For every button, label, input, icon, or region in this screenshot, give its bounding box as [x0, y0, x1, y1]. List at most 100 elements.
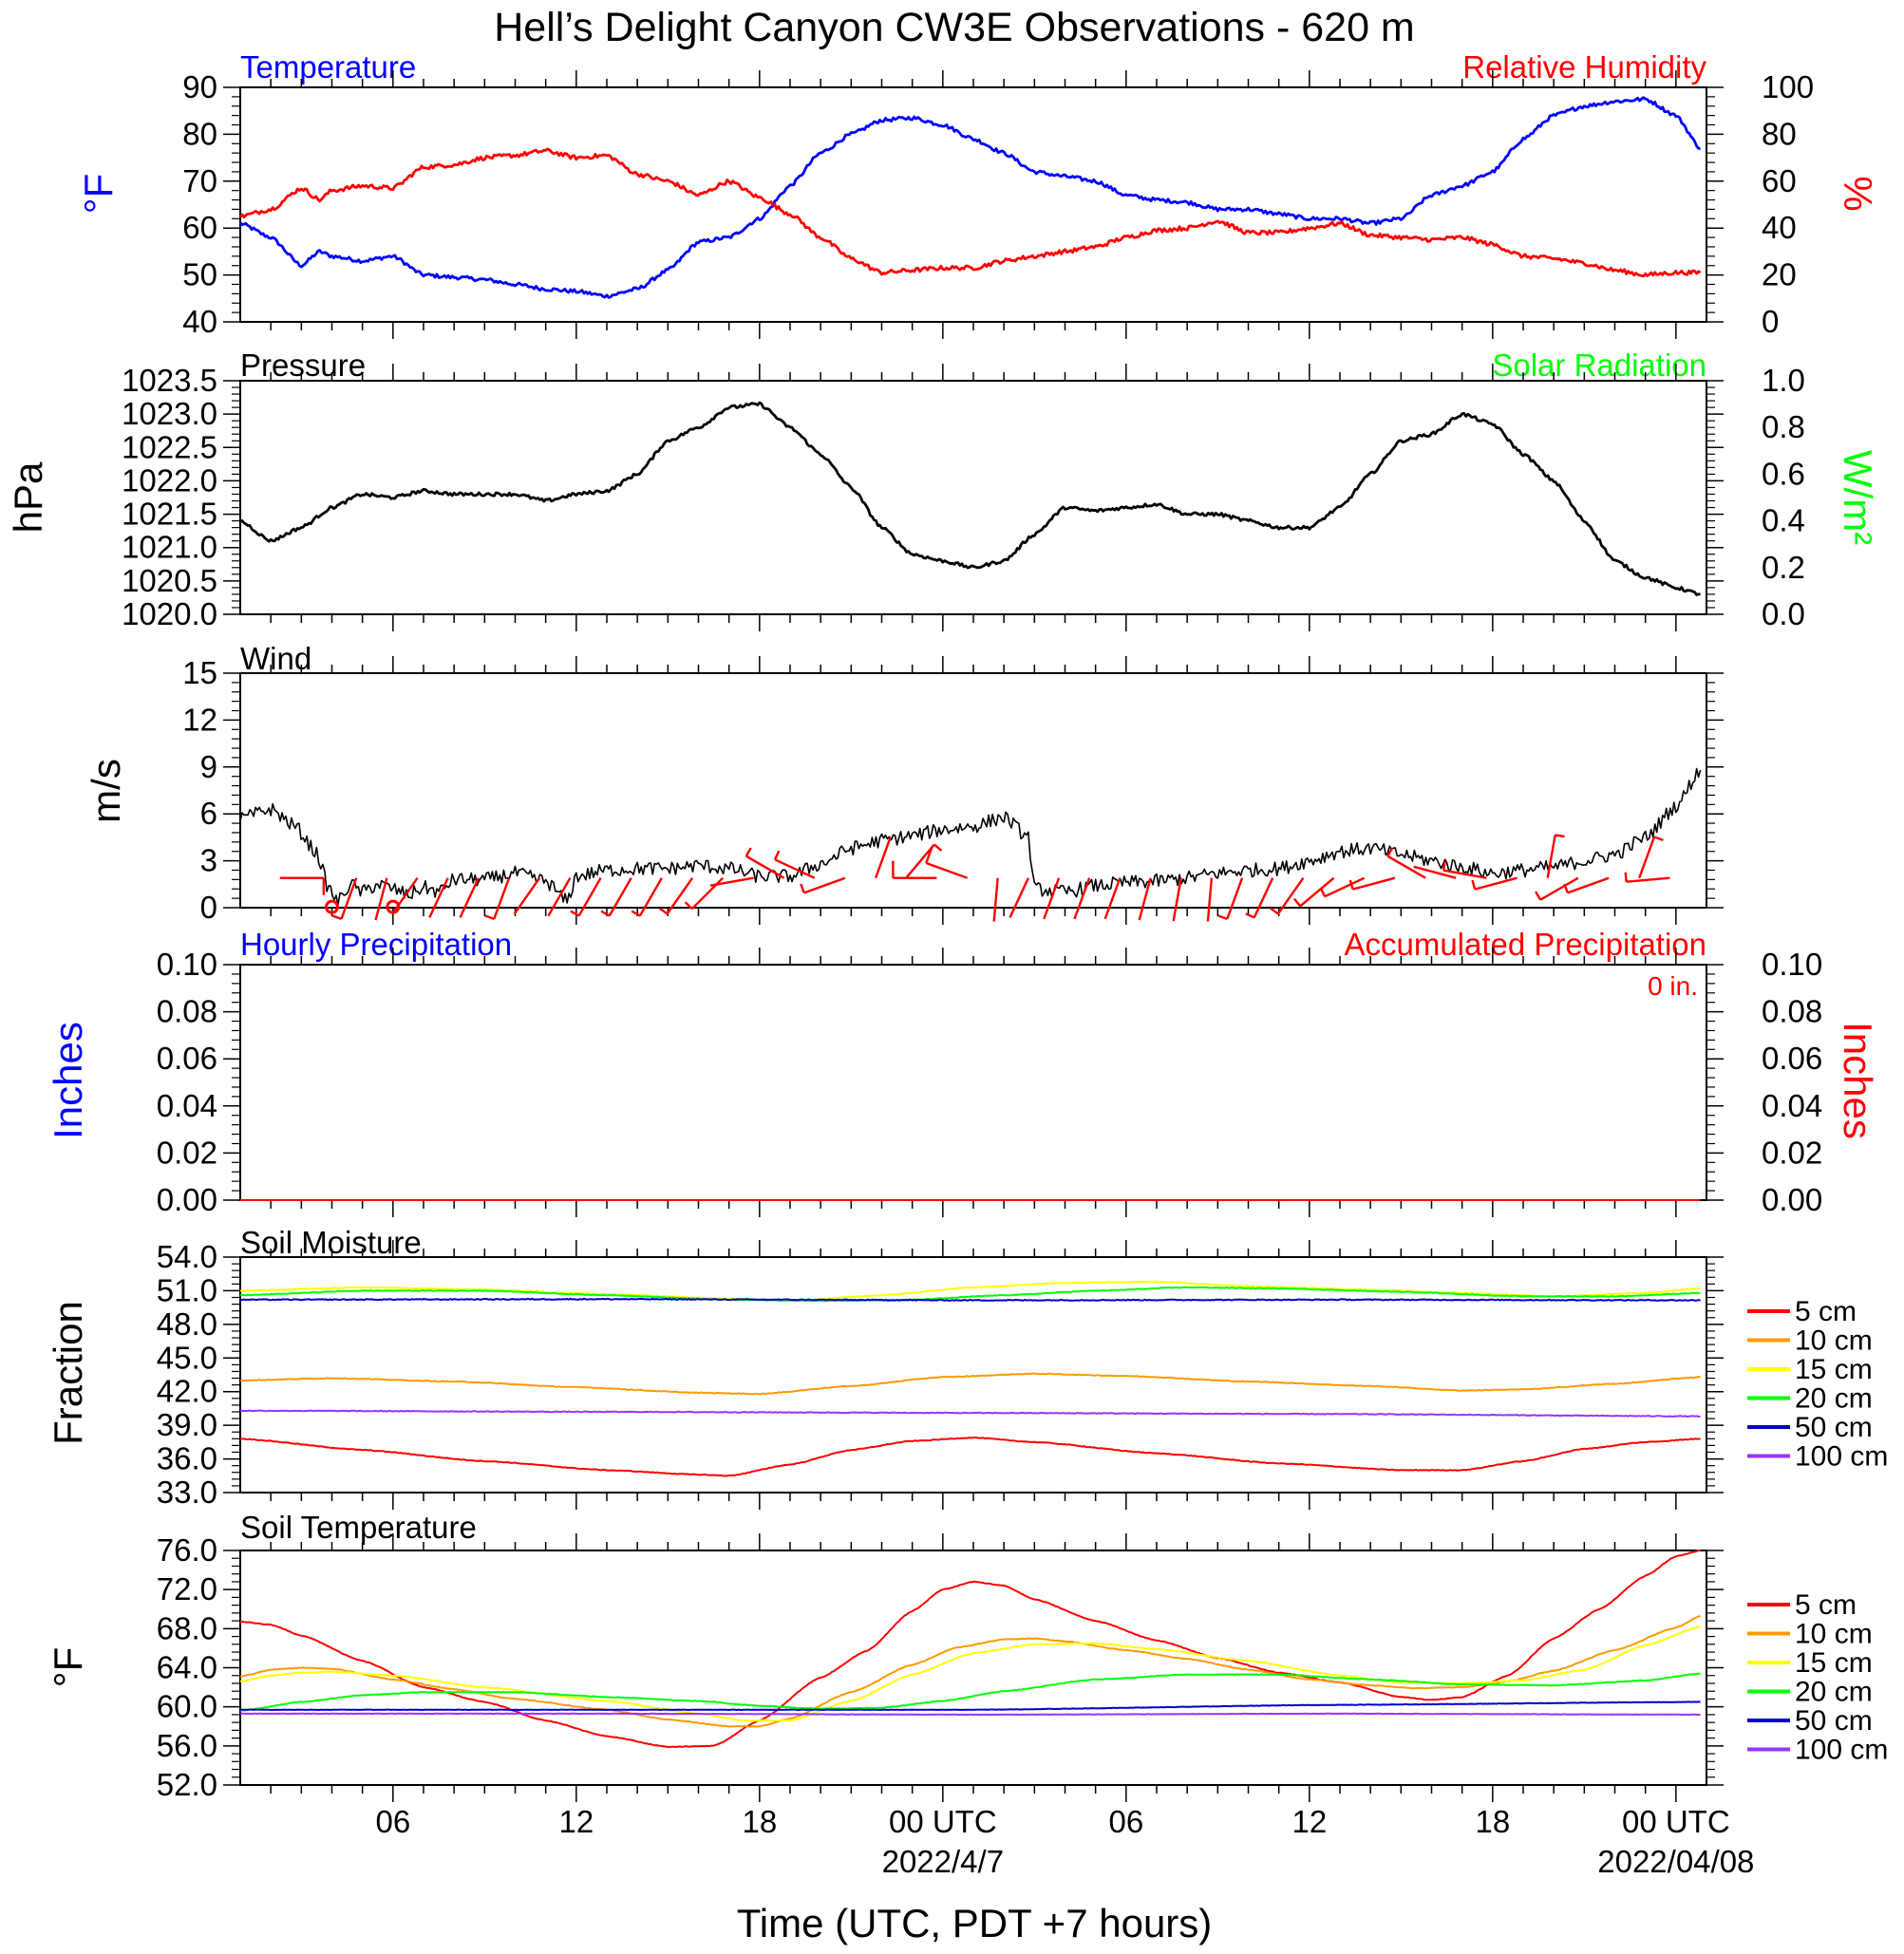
- wind-barb-staff: [513, 877, 541, 915]
- series-line-10cm: [239, 1372, 1701, 1396]
- x-tick-label: 00 UTC: [889, 1804, 997, 1839]
- y-right-tick-label: 0.04: [1762, 1088, 1822, 1123]
- wind-barb: [600, 877, 632, 917]
- wind-barb: [892, 860, 937, 879]
- wind-barb-flag: [631, 910, 641, 917]
- wind-barb-staff: [1103, 877, 1122, 920]
- wind-barb-staff: [577, 877, 602, 917]
- wind-barb-flag: [773, 850, 781, 860]
- plot-wind: 0 3 6 9 12 15: [182, 655, 1724, 925]
- ylabel-wind: m/s: [84, 759, 128, 823]
- y-left-tick-label: 48.0: [157, 1306, 217, 1342]
- legend-label: 100 cm: [1795, 1735, 1888, 1766]
- wind-barb: [1009, 877, 1029, 918]
- wind-barb-flag: [1555, 834, 1565, 838]
- wind-barb-staff: [1567, 876, 1610, 894]
- wind-barb: [570, 877, 602, 917]
- wind-barb-staff: [428, 877, 449, 918]
- y-left-tick-label: 90: [182, 69, 217, 104]
- legend-label: 10 cm: [1795, 1325, 1873, 1357]
- wind-barb-flag: [1270, 907, 1279, 915]
- wind-barb-flag: [1348, 879, 1354, 890]
- ylabel-humidity: %: [1836, 176, 1880, 211]
- series-line: [238, 147, 1702, 278]
- y-left-tick-label: 9: [200, 749, 217, 784]
- series-line-5cm: [240, 1437, 1701, 1477]
- wind-barb-flag: [1624, 872, 1628, 882]
- y-right-tick-label: 60: [1762, 163, 1797, 198]
- y-left-tick-label: 60: [182, 210, 217, 245]
- wind-barb: [1624, 872, 1670, 883]
- x-tick-label: 12: [1291, 1804, 1327, 1839]
- y-right-tick-label: 1.0: [1762, 363, 1805, 398]
- wind-barb: [1206, 877, 1214, 922]
- y-right-tick-label: 20: [1762, 257, 1797, 292]
- plot-temp_rh: 40 50 60 70 80 90 0 20 40 60 80 100: [182, 69, 1814, 339]
- wind-barb-staff: [1546, 835, 1556, 878]
- y-left-tick-label: 1023.5: [122, 363, 217, 398]
- wind-barb-staff: [803, 876, 846, 894]
- calm-wind-marker: [386, 899, 401, 914]
- wind-barb-staff: [666, 877, 694, 915]
- y-right-tick-label: 0.6: [1762, 456, 1805, 491]
- wind-barb-flag: [1292, 897, 1302, 908]
- y-left-tick-label: 33.0: [157, 1475, 217, 1510]
- y-left-tick-label: 0.00: [157, 1182, 217, 1217]
- panel-title-accumulated-precipitation: Accumulated Precipitation: [1344, 927, 1706, 962]
- wind-barb-staff: [992, 877, 999, 922]
- wind-barb-flag: [925, 846, 933, 864]
- wind-barb: [1563, 876, 1610, 894]
- wind-barb-staff: [608, 877, 632, 917]
- wind-barb: [1172, 877, 1182, 922]
- panel-title-temperature: Temperature: [240, 49, 416, 85]
- legend-label: 20 cm: [1795, 1677, 1873, 1708]
- series-line-100cm: [239, 1712, 1701, 1716]
- ylabel-solar-radiation: W/m²: [1836, 450, 1880, 545]
- x-tick-label: 06: [375, 1804, 410, 1839]
- wind-barb: [709, 876, 754, 887]
- wind-barb-flag: [1319, 887, 1327, 897]
- wind-barb: [1386, 847, 1426, 879]
- y-right-tick-label: 0.00: [1762, 1182, 1822, 1217]
- y-right-tick-label: 100: [1762, 69, 1814, 104]
- wind-barb-flag: [331, 914, 342, 921]
- wind-barb-flag: [933, 843, 943, 852]
- panel-title-wind: Wind: [240, 641, 311, 676]
- x-tick-date: 2022/04/08: [1597, 1844, 1754, 1879]
- figure-title: Hell’s Delight Canyon CW3E Observations …: [494, 5, 1415, 50]
- y-right-tick-label: 0.10: [1762, 947, 1822, 982]
- wind-barb: [484, 877, 511, 921]
- wind-barb-flag: [570, 910, 580, 917]
- legend-label: 10 cm: [1795, 1619, 1873, 1650]
- y-left-tick-label: 1022.0: [122, 462, 217, 498]
- y-left-tick-label: 1022.5: [122, 429, 217, 464]
- wind-barb: [391, 877, 419, 915]
- wind-barb-staff: [1352, 876, 1396, 891]
- y-left-tick-label: 68.0: [157, 1610, 217, 1645]
- y-right-tick-label: 0.06: [1762, 1041, 1822, 1076]
- wind-barb: [1442, 860, 1487, 879]
- wind-barb-flag: [1442, 860, 1446, 871]
- wind-barb-staff: [459, 877, 480, 918]
- ylabel-temperature: °F: [76, 174, 121, 214]
- legend-label: 5 cm: [1795, 1296, 1857, 1327]
- plot-pressure: 1020.01020.51021.01021.51022.01022.51023…: [122, 363, 1805, 631]
- y-left-tick-label: 70: [182, 163, 217, 198]
- wind-barb-staff: [925, 861, 969, 879]
- series-line-10cm: [239, 1615, 1701, 1728]
- y-left-tick-label: 1021.0: [122, 530, 217, 565]
- series-line-100cm: [239, 1409, 1701, 1418]
- series-line-5cm: [239, 1550, 1701, 1749]
- wind-barb: [1138, 877, 1152, 921]
- y-right-tick-label: 0: [1762, 304, 1779, 339]
- accumulated-precipitation-total: 0 in.: [1648, 971, 1698, 1001]
- wind-barb-flag: [800, 883, 805, 893]
- y-left-tick-label: 0.08: [157, 994, 217, 1029]
- wind-barb-staff: [1206, 877, 1214, 922]
- panel-title-soil-temperature: Soil Temperature: [240, 1510, 477, 1545]
- wind-barb: [374, 877, 388, 921]
- wind-barb: [1043, 877, 1061, 920]
- y-left-tick-label: 1020.0: [122, 596, 217, 631]
- panel-title-hourly-precipitation: Hourly Precipitation: [240, 927, 512, 962]
